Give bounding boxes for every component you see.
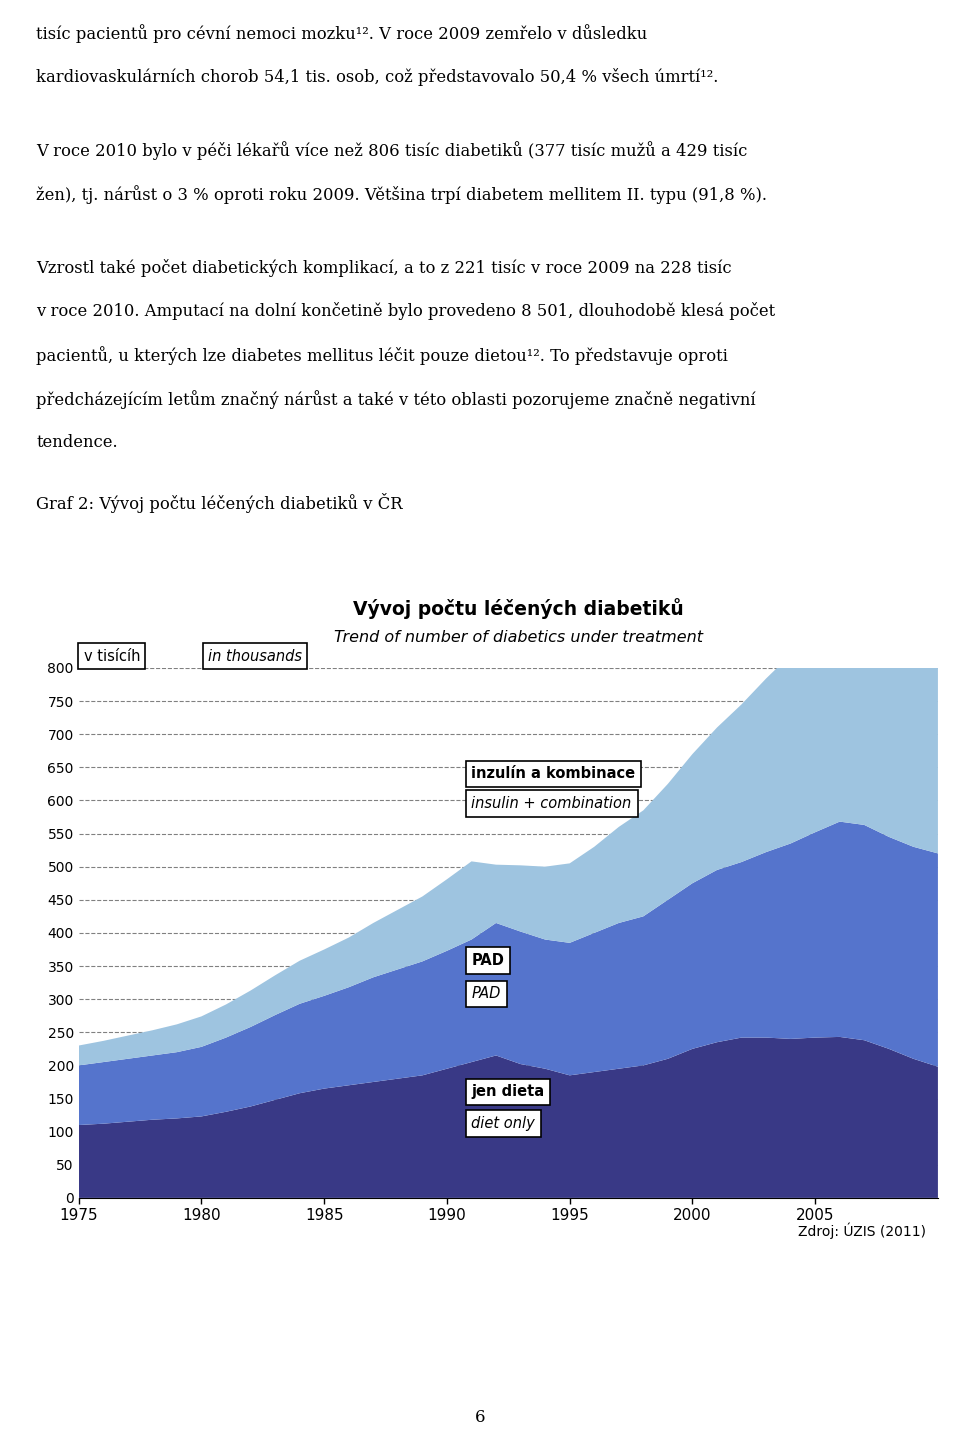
Text: v tisícíh: v tisícíh bbox=[84, 649, 140, 664]
Text: jen dieta: jen dieta bbox=[471, 1085, 544, 1099]
Text: v roce 2010. Amputací na dolní končetině bylo provedeno 8 501, dlouhodobě klesá : v roce 2010. Amputací na dolní končetině… bbox=[36, 302, 776, 321]
Text: PAD: PAD bbox=[471, 953, 504, 968]
Text: Trend of number of diabetics under treatment: Trend of number of diabetics under treat… bbox=[334, 630, 703, 645]
Text: Vzrostl také počet diabetických komplikací, a to z 221 tisíc v roce 2009 na 228 : Vzrostl také počet diabetických komplika… bbox=[36, 258, 732, 276]
Text: předcházejícím letům značný nárůst a také v této oblasti pozorujeme značně negat: předcházejícím letům značný nárůst a tak… bbox=[36, 391, 756, 409]
Text: in thousands: in thousands bbox=[208, 649, 302, 664]
Text: inzulín a kombinace: inzulín a kombinace bbox=[471, 767, 636, 781]
Text: kardiovaskulárních chorob 54,1 tis. osob, což představovalo 50,4 % všech úmrtí¹²: kardiovaskulárních chorob 54,1 tis. osob… bbox=[36, 68, 719, 86]
Text: diet only: diet only bbox=[471, 1117, 536, 1131]
Text: Vývoj počtu léčených diabetiků: Vývoj počtu léčených diabetiků bbox=[353, 598, 684, 619]
Text: 6: 6 bbox=[475, 1408, 485, 1426]
Text: Graf 2: Vývoj počtu léčených diabetiků v ČR: Graf 2: Vývoj počtu léčených diabetiků v… bbox=[36, 492, 403, 513]
Text: PAD: PAD bbox=[471, 986, 501, 1002]
Text: tendence.: tendence. bbox=[36, 434, 118, 452]
Text: Zdroj: ÚZIS (2011): Zdroj: ÚZIS (2011) bbox=[799, 1223, 926, 1239]
Text: žen), tj. nárůst o 3 % oproti roku 2009. Většina trpí diabetem mellitem II. typu: žen), tj. nárůst o 3 % oproti roku 2009.… bbox=[36, 186, 767, 205]
Text: tisíc pacientů pro cévní nemoci mozku¹². V roce 2009 zemřelo v důsledku: tisíc pacientů pro cévní nemoci mozku¹².… bbox=[36, 25, 648, 44]
Text: V roce 2010 bylo v péči lékařů více než 806 tisíc diabetiků (377 tisíc mužů a 42: V roce 2010 bylo v péči lékařů více než … bbox=[36, 141, 748, 160]
Text: insulin + combination: insulin + combination bbox=[471, 796, 632, 812]
Text: pacientů, u kterých lze diabetes mellitus léčit pouze dietou¹². To představuje o: pacientů, u kterých lze diabetes mellitu… bbox=[36, 347, 729, 366]
